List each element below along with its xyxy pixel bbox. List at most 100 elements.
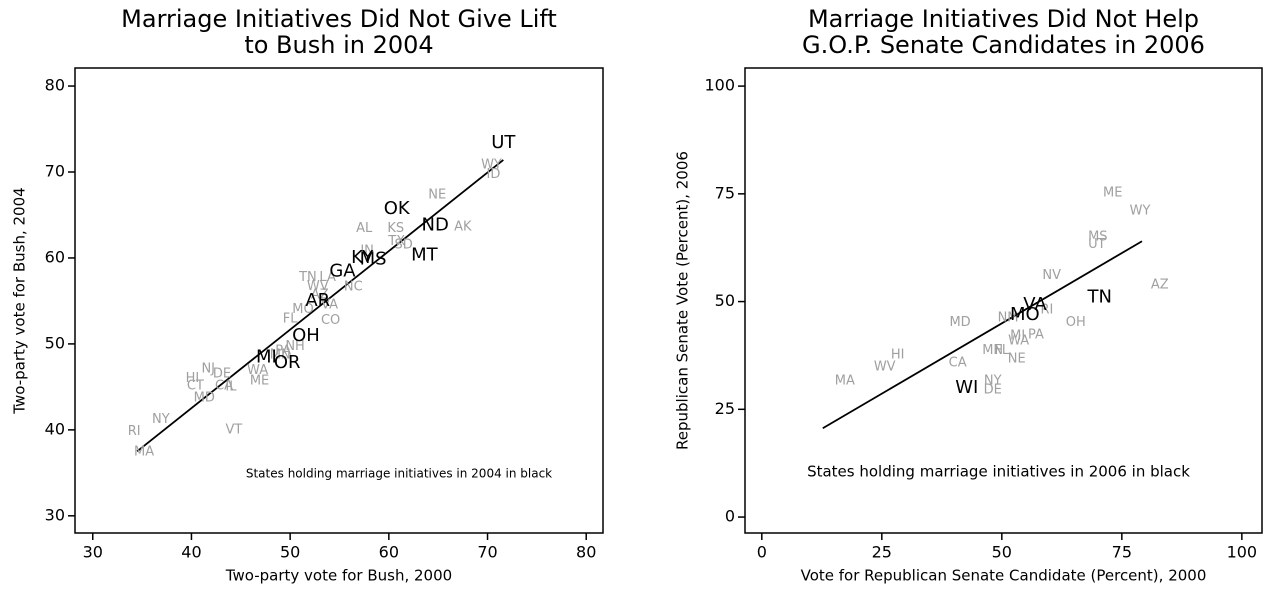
state-point: AR (305, 290, 330, 311)
state-point: MI (256, 347, 277, 368)
fit-line (136, 159, 504, 453)
chart-title: Marriage Initiatives Did Not Help (808, 5, 1199, 33)
state-point: UT (491, 132, 516, 153)
state-point: NY (984, 373, 1002, 388)
state-point: WA (1008, 334, 1029, 349)
state-point: NC (344, 280, 363, 295)
state-point: WV (307, 279, 329, 294)
state-point: FL (283, 311, 298, 326)
state-point: SD (395, 238, 413, 253)
state-point: IL (225, 379, 237, 394)
state-point: HI (186, 371, 200, 386)
state-point: UT (1088, 237, 1106, 252)
state-point: MD (194, 391, 215, 406)
state-point: NJ (201, 361, 215, 376)
x-tick-label: 75 (1112, 543, 1132, 562)
state-point: NE (1008, 351, 1026, 366)
state-point: WY (1130, 204, 1151, 219)
state-point: ME (1103, 185, 1122, 200)
x-tick-label: 40 (181, 543, 201, 562)
state-point: NH (285, 339, 305, 354)
state-point: OH (292, 325, 320, 346)
y-tick-label: 30 (45, 505, 65, 524)
state-point: OH (1066, 315, 1086, 330)
fit-line (822, 240, 1143, 430)
state-point: MA (835, 373, 855, 388)
state-point: VA (1023, 294, 1047, 315)
state-point: AL (356, 221, 373, 236)
state-point: VA (321, 298, 338, 313)
state-point: KS (387, 221, 404, 236)
state-point: DE (213, 366, 231, 381)
state-point: NV (1042, 268, 1061, 283)
state-point: PA (1028, 328, 1044, 343)
state-point: MS (360, 249, 387, 270)
y-tick-label: 25 (715, 399, 735, 418)
x-tick-label: 50 (280, 543, 300, 562)
state-point: PA (275, 343, 291, 358)
state-point: VT (225, 422, 242, 437)
x-tick-label: 60 (379, 543, 399, 562)
state-point: HI (891, 348, 905, 363)
state-point: WA (247, 363, 268, 378)
state-point: OK (384, 198, 411, 219)
annotation: States holding marriage initiatives in 2… (246, 467, 552, 481)
x-tick-label: 50 (992, 543, 1012, 562)
y-tick-label: 100 (704, 76, 735, 95)
state-point: KY (351, 247, 374, 268)
state-point: GA (329, 261, 356, 282)
state-point: TN (298, 270, 317, 285)
state-point: IN (360, 244, 374, 259)
y-tick-label: 50 (45, 333, 65, 352)
state-point: MN (982, 343, 1003, 358)
state-point: MD (949, 315, 970, 330)
x-tick-label: 0 (757, 543, 767, 562)
chart-title: Marriage Initiatives Did Not Give Lift (121, 5, 557, 33)
y-tick-label: 0 (725, 507, 735, 526)
x-axis-label: Vote for Republican Senate Candidate (Pe… (801, 567, 1207, 585)
state-point: AK (454, 220, 472, 235)
y-tick-label: 60 (45, 247, 65, 266)
state-point: MA (134, 445, 154, 460)
y-axis-label: Republican Senate Vote (Percent), 2006 (674, 151, 692, 450)
state-point: MN (270, 348, 291, 363)
y-tick-label: 40 (45, 419, 65, 438)
state-point: WI (955, 377, 978, 398)
chart-title: to Bush in 2004 (244, 31, 433, 59)
x-tick-label: 100 (1227, 543, 1258, 562)
state-point: ID (487, 167, 501, 182)
state-point: RI (128, 424, 141, 439)
plot-frame (74, 67, 604, 534)
state-point: RI (1041, 303, 1054, 318)
state-point: CA (949, 356, 967, 371)
state-point: OR (274, 352, 301, 373)
state-point: MO (1010, 304, 1040, 325)
x-tick-label: 30 (83, 543, 103, 562)
state-point: CA (215, 379, 233, 394)
x-tick-label: 80 (576, 543, 596, 562)
state-point: CO (321, 313, 340, 328)
state-point: ND (422, 214, 449, 235)
state-point: MS (1088, 229, 1107, 244)
state-point: AZ (311, 287, 329, 302)
chart-title: G.O.P. Senate Candidates in 2006 (802, 31, 1205, 59)
plot-frame (744, 67, 1263, 534)
state-point: NM (998, 310, 1019, 325)
y-axis-label: Two-party vote for Bush, 2004 (11, 187, 29, 414)
state-point: ME (250, 373, 269, 388)
state-point: CT (187, 379, 204, 394)
x-axis-label: Two-party vote for Bush, 2000 (225, 567, 452, 585)
state-point: TN (1087, 286, 1112, 307)
y-tick-label: 75 (715, 183, 735, 202)
y-tick-label: 70 (45, 162, 65, 181)
x-tick-label: 70 (477, 543, 497, 562)
state-point: NY (152, 412, 170, 427)
y-tick-label: 80 (45, 76, 65, 95)
state-point: NE (428, 188, 446, 203)
state-point: MO (292, 302, 313, 317)
state-point: LA (319, 270, 336, 285)
state-point: AZ (1151, 278, 1169, 293)
state-point: MI (1010, 329, 1025, 344)
x-tick-label: 25 (872, 543, 892, 562)
